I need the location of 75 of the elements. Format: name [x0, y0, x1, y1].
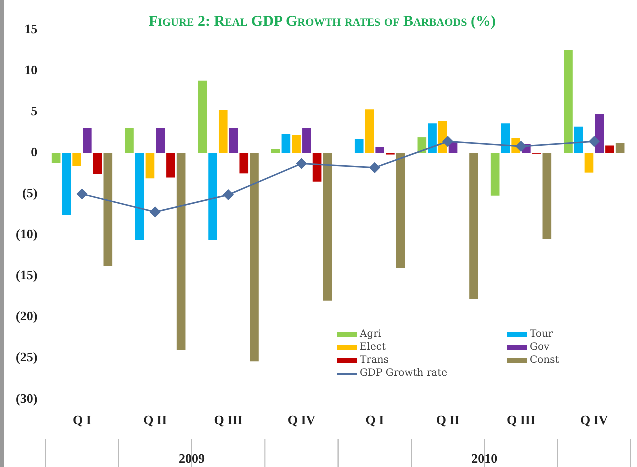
bar	[72, 153, 82, 166]
point	[76, 188, 88, 200]
point	[223, 190, 234, 200]
bar	[176, 153, 186, 350]
bar	[606, 146, 614, 154]
text: 2010	[472, 450, 498, 466]
bar	[595, 114, 604, 154]
bar	[125, 128, 134, 154]
point	[150, 206, 161, 218]
bar	[218, 110, 228, 154]
bar	[208, 153, 218, 240]
bar	[584, 153, 594, 173]
legend-label: Elect	[360, 342, 386, 354]
bar	[271, 149, 280, 154]
y-tick-label: (10)	[16, 226, 38, 242]
bar	[198, 80, 208, 154]
bar	[396, 153, 406, 268]
point	[516, 141, 526, 152]
x-tick-label: Q II	[144, 412, 168, 428]
bar	[470, 153, 478, 300]
bar	[542, 153, 552, 240]
bar	[501, 124, 510, 154]
y-tick-label: (5)	[22, 186, 38, 201]
legend-label: Const	[530, 355, 560, 366]
y-tick-label: (15)	[16, 268, 38, 283]
bar	[574, 126, 584, 154]
y-tick-label: 10	[24, 62, 38, 78]
legend-label: Trans	[360, 355, 389, 366]
bar	[282, 134, 291, 154]
bar	[428, 124, 437, 154]
y-tick-label: (30)	[16, 390, 38, 406]
legend-label: Agri	[360, 329, 382, 340]
bar	[292, 135, 301, 154]
bar	[62, 153, 72, 216]
bar	[166, 153, 176, 178]
bar	[302, 128, 312, 154]
legend-label: Gov	[530, 342, 550, 354]
bar	[616, 143, 625, 154]
bar	[490, 153, 500, 196]
bar	[365, 110, 374, 154]
x-tick-label: Q II	[436, 412, 460, 428]
x-tick-label: Q I	[73, 412, 92, 428]
chart-title: Figure 2: Real GDP Growth rates of Barbaods (%)	[149, 14, 496, 30]
bar	[376, 147, 384, 154]
y-tick-label: 15	[24, 21, 38, 36]
bar	[104, 153, 113, 266]
point	[370, 162, 380, 174]
bar	[564, 50, 573, 154]
bar	[323, 153, 332, 301]
y-tick-label: (20)	[16, 308, 38, 324]
x-tick-label: Q IV	[580, 412, 609, 428]
point	[589, 136, 600, 147]
legend-label: Tour	[530, 329, 554, 340]
bar	[312, 153, 322, 182]
bar	[135, 153, 144, 240]
bar	[354, 139, 364, 154]
bar	[93, 153, 102, 174]
text: 2009	[178, 450, 206, 466]
bar	[156, 128, 165, 154]
y-tick-label: 5	[31, 103, 38, 118]
y-tick-label: (25)	[16, 350, 38, 365]
bar	[146, 153, 155, 179]
x-tick-label: Q III	[214, 412, 243, 428]
bar	[52, 153, 61, 163]
bar	[240, 153, 249, 174]
point	[442, 136, 454, 147]
x-tick-label: Q III	[506, 412, 536, 428]
point	[296, 158, 307, 170]
legend-label: GDP Growth rate	[360, 368, 448, 380]
x-tick-label: Q IV	[288, 412, 316, 428]
x-tick-label: Q I	[366, 412, 384, 428]
bar	[83, 128, 92, 154]
y-tick-label: 0	[31, 144, 38, 160]
bar	[250, 153, 259, 362]
bar	[229, 128, 238, 154]
